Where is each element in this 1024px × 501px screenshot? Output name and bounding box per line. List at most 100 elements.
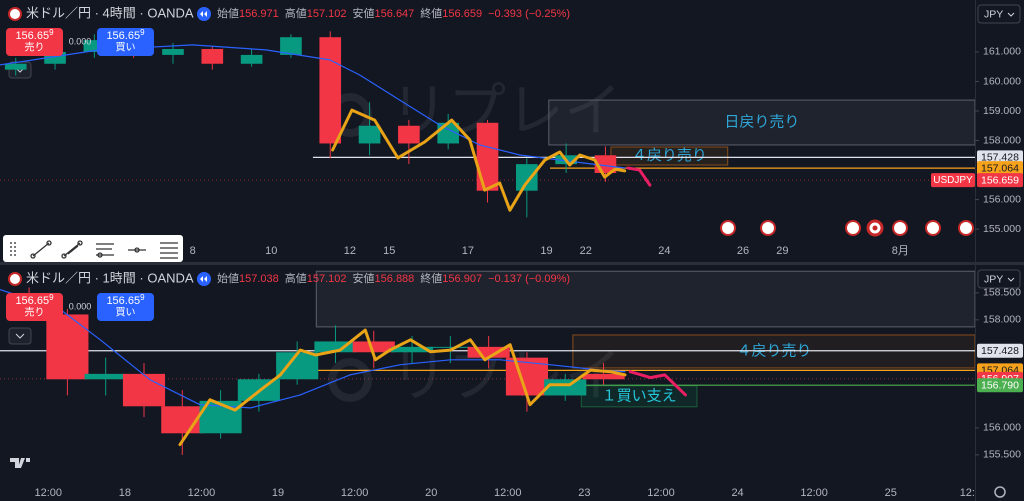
candle-body — [314, 341, 357, 353]
collapse-button[interactable] — [8, 327, 32, 345]
ohlc-value: 157.038 — [239, 273, 279, 285]
drawing-toolbar[interactable] — [3, 235, 183, 262]
zone — [315, 270, 975, 328]
button-bg — [97, 28, 154, 56]
button-bg — [6, 293, 63, 321]
x-tick-label: 23 — [578, 487, 590, 499]
tv-logo — [10, 458, 30, 468]
ohlc-change: −0.137 (−0.09%) — [488, 273, 570, 285]
candle-body — [352, 341, 395, 353]
ohlc-line: 始値156.971 高値157.102 安値156.647 終値156.659 −0.3… — [217, 6, 570, 20]
x-tick-label: 8 — [190, 245, 196, 257]
symbol: 米ドル／円 · 4時間 · OANDA — [26, 5, 194, 20]
zone-label: 日戻り売り — [724, 113, 799, 130]
event-icons[interactable] — [720, 219, 974, 237]
series-line — [626, 166, 652, 187]
event-flag-dot — [872, 225, 878, 231]
symbol-flag — [8, 7, 22, 21]
ohlc-label: 終値 — [420, 6, 442, 20]
ohlc-label: 高値 — [285, 271, 307, 285]
series-line — [0, 44, 626, 169]
currency-caret — [1007, 277, 1015, 282]
plot-area: リプレイ４戻り売り１買い支え — [0, 270, 975, 455]
button-price: 156.659 — [15, 28, 54, 42]
button-price: 156.659 — [15, 293, 54, 307]
x-tick-label: 19 — [272, 487, 284, 499]
ohlc-value: 156.907 — [442, 273, 482, 285]
toolbar-bg — [3, 235, 183, 262]
ohlc-label: 安値 — [353, 271, 375, 285]
spread: 0.000 — [69, 301, 92, 311]
y-tick-label: 160.000 — [983, 75, 1021, 87]
y-tick-label: 158.000 — [983, 314, 1021, 326]
event-flag[interactable] — [925, 220, 941, 236]
price-label: 157.428 — [981, 152, 1019, 164]
event-flag[interactable] — [760, 220, 776, 236]
y-tick-label: 158.000 — [983, 134, 1021, 146]
event-flag[interactable] — [845, 220, 861, 236]
price-label-bg — [977, 161, 1023, 176]
candle-body — [44, 51, 66, 64]
series-line — [331, 108, 627, 212]
x-tick-label: 12:00 — [341, 487, 369, 499]
candle-body — [390, 346, 434, 353]
currency: JPY — [984, 273, 1003, 285]
ohlc-value: 156.888 — [375, 273, 415, 285]
x-tick-label: 24 — [658, 245, 670, 257]
y-tick-label: 156.000 — [983, 422, 1021, 434]
event-flag[interactable] — [720, 220, 736, 236]
candle-body — [83, 40, 106, 52]
button-label: 売り — [25, 306, 45, 319]
x-tick-label: 18 — [119, 487, 131, 499]
candle-body — [398, 125, 420, 144]
x-tick-label: 26 — [737, 245, 749, 257]
x-tick-label: 12:00 — [647, 487, 675, 499]
series-line — [0, 289, 626, 409]
candle-body — [582, 373, 625, 380]
y-tick-label: 161.000 — [983, 46, 1021, 58]
ohlc-label: 始値 — [217, 271, 239, 285]
event-flag[interactable] — [958, 220, 974, 236]
button-bg — [6, 28, 63, 56]
x-tick-label: 24 — [731, 487, 743, 499]
collapse-bg — [8, 327, 32, 345]
watermark-icon — [328, 358, 372, 402]
price-tag: USDJPY — [933, 175, 973, 186]
price-label: 156.790 — [981, 379, 1019, 391]
candle-body — [4, 63, 27, 70]
currency-select[interactable]: JPY — [977, 4, 1021, 24]
price-main: 156.65 — [106, 295, 140, 307]
settings-icon[interactable] — [994, 486, 1006, 498]
ohlc-label: 始値 — [217, 6, 239, 20]
candle-body — [319, 37, 342, 144]
button-label: 買い — [116, 42, 136, 54]
x-tick-label: 25 — [885, 487, 897, 499]
x-tick-label: 22 — [580, 245, 592, 257]
x-tick-label: 12 — [344, 245, 356, 257]
panel-divider — [0, 262, 1024, 265]
ohlc-value: 156.647 — [375, 8, 415, 20]
button-price: 156.659 — [106, 293, 145, 307]
event-flag[interactable] — [892, 220, 908, 236]
ohlc-label: 高値 — [285, 6, 307, 20]
candle-body — [516, 164, 538, 191]
collapse-icon — [15, 333, 25, 339]
candle-body — [544, 379, 587, 396]
symbol-flag — [8, 272, 22, 286]
price-label-bg — [977, 173, 1023, 188]
price-label-bg — [977, 343, 1023, 358]
ohlc-label: 終値 — [420, 271, 442, 285]
y-tick-label: 159.000 — [983, 105, 1021, 117]
candle-body — [429, 346, 472, 348]
currency-select[interactable]: JPY — [977, 269, 1021, 289]
price-sup: 9 — [49, 28, 54, 37]
price-label: 156.659 — [981, 174, 1019, 186]
zone-label: １買い支え — [602, 387, 677, 404]
x-tick-label: 17 — [462, 245, 474, 257]
x-tick-label: 8月 — [892, 245, 909, 257]
x-tick-label: 29 — [776, 245, 788, 257]
